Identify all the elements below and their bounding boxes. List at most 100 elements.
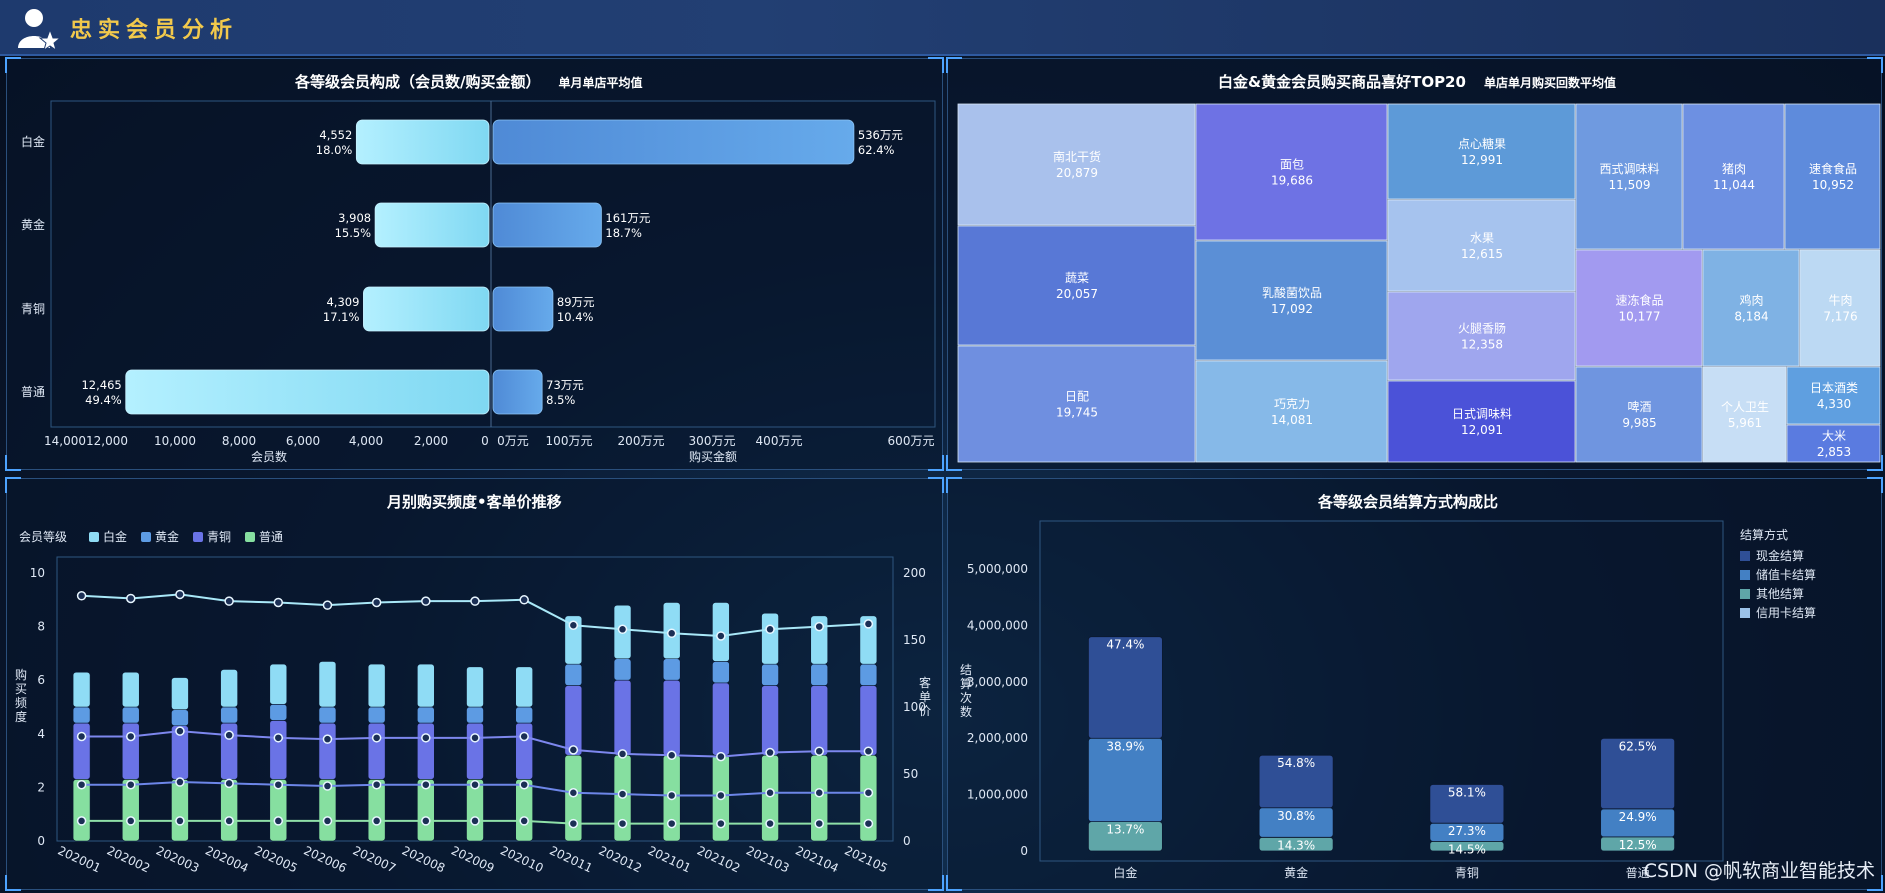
treemap-rect [1195, 240, 1388, 361]
y-tick-left: 0 [37, 834, 45, 848]
panel3-title: 月别购买频度•客单价推移 [387, 493, 562, 511]
x-tick: 202101 [646, 843, 693, 875]
line-point [371, 779, 382, 790]
payment-bar-segment [1600, 737, 1676, 810]
treemap-rect [1387, 380, 1576, 463]
line-point [371, 816, 382, 826]
x-tick: 202002 [105, 843, 152, 875]
treemap-cell: 巧克力 14,081 [1195, 360, 1388, 463]
treemap-name: 日本酒类 [1810, 381, 1858, 395]
y-tick: 5,000,000 [967, 562, 1028, 576]
treemap-value: 8,184 [1734, 310, 1768, 324]
treemap-rect [1387, 199, 1576, 292]
purchase-amount-bar [492, 286, 554, 332]
panel-corner [5, 455, 21, 471]
y-tick-right: 50 [903, 767, 918, 781]
y-axis-title-right: 单 [919, 690, 931, 704]
legend-swatch [193, 532, 203, 542]
stacked-bar-segment [121, 706, 140, 724]
segment-pct-label: 30.8% [1277, 809, 1315, 823]
stacked-bar-segment [72, 706, 91, 724]
member-count-bar [363, 286, 490, 332]
treemap-name: 火腿香肠 [1458, 322, 1506, 336]
x-tick-left: 8,000 [222, 434, 256, 448]
line-point [421, 596, 431, 606]
stacked-bar-segment [515, 706, 533, 724]
stacked-bar-segment [564, 663, 583, 686]
stacked-bar-segment [269, 663, 288, 705]
stacked-bar-segment [662, 658, 681, 681]
legend-label: 信用卡结算 [1756, 605, 1816, 620]
stacked-bar-segment [171, 709, 189, 727]
y-tick: 2,000,000 [967, 731, 1028, 745]
line-point [224, 816, 234, 826]
stacked-bar-segment [859, 685, 878, 756]
stacked-bar-segment [515, 722, 533, 780]
panel-title: 各等级会员构成（会员数/购买金额） 单月单店平均值 [295, 71, 643, 92]
stacked-bar-segment [121, 722, 140, 780]
line-point [666, 790, 677, 801]
treemap-name: 乳酸菌饮品 [1262, 285, 1322, 300]
member-count-label: 12,465 [81, 378, 121, 392]
line-point [126, 593, 136, 604]
legend-swatch [1740, 551, 1750, 561]
line-point [863, 788, 874, 798]
x-tick-left: 6,000 [286, 434, 320, 448]
treemap-cell: 日本酒类 4,330 [1786, 366, 1881, 425]
line-point [716, 751, 726, 762]
treemap-rect [1786, 366, 1881, 425]
panel-corner [946, 875, 962, 891]
payment-method-panel: 各等级会员结算方式构成比 0 1,000,000 2,000,000 3,000,00… [946, 477, 1883, 891]
line-point [765, 624, 775, 635]
x-tick-left: 10,000 [154, 434, 196, 448]
treemap-value: 12,615 [1461, 247, 1503, 261]
treemap-name: 猪肉 [1722, 162, 1746, 176]
legend-swatch [141, 532, 151, 542]
y-tick-left: 6 [37, 673, 45, 687]
line-point [421, 816, 431, 826]
legend-label: 普通 [259, 530, 283, 544]
treemap-cell: 速食食品 10,952 [1784, 103, 1881, 250]
member-count-bar [125, 369, 490, 415]
treemap-value: 4,330 [1817, 397, 1851, 411]
line-point [76, 731, 87, 742]
line-point [617, 749, 628, 759]
treemap-rect [1575, 249, 1703, 367]
legend-label: 现金结算 [1756, 548, 1804, 563]
legend-swatch [1740, 570, 1750, 580]
stacked-bar-segment [662, 679, 681, 756]
stacked-bar-segment [220, 779, 238, 842]
stacked-bar-segment [367, 722, 386, 780]
treemap-cell: 蔬菜 20,057 [957, 225, 1196, 346]
treemap-value: 20,879 [1056, 166, 1098, 180]
line-point [814, 788, 824, 798]
stacked-bar-segment [417, 722, 435, 780]
stacked-bar-segment [367, 663, 386, 708]
line-point [273, 733, 284, 743]
treemap-name: 面包 [1280, 158, 1304, 172]
y-axis-title-left: 买 [15, 682, 27, 696]
treemap-cell: 西式调味料 11,509 [1575, 103, 1683, 250]
purchase-pct-label: 10.4% [557, 310, 594, 324]
y-tick-right: 200 [903, 566, 926, 580]
treemap-name: 西式调味料 [1599, 162, 1659, 176]
treemap-rect [957, 103, 1196, 226]
treemap-value: 12,991 [1461, 153, 1503, 167]
treemap-value: 11,044 [1713, 178, 1755, 192]
legend-label: 青铜 [207, 529, 231, 544]
panel-corner [928, 477, 944, 493]
x-tick: 202010 [498, 843, 545, 875]
treemap-chart: 南北干货 20,879 蔬菜 20,057 日配 19,745 面包 19,686 乳酸菌饮品 1… [957, 103, 1881, 463]
member-pct-label: 18.0% [316, 143, 353, 157]
line-point [666, 628, 677, 639]
treemap-rect [1784, 103, 1881, 250]
line-point [568, 788, 579, 798]
panel-corner [1867, 875, 1883, 891]
stacked-bar-segment [613, 658, 632, 681]
purchase-amount-bar [492, 202, 602, 248]
stacked-bar-segment [171, 677, 189, 710]
y-axis-title-left: 频 [15, 696, 27, 710]
x-tick-right: 300万元 [689, 434, 736, 448]
line-point [519, 731, 529, 742]
